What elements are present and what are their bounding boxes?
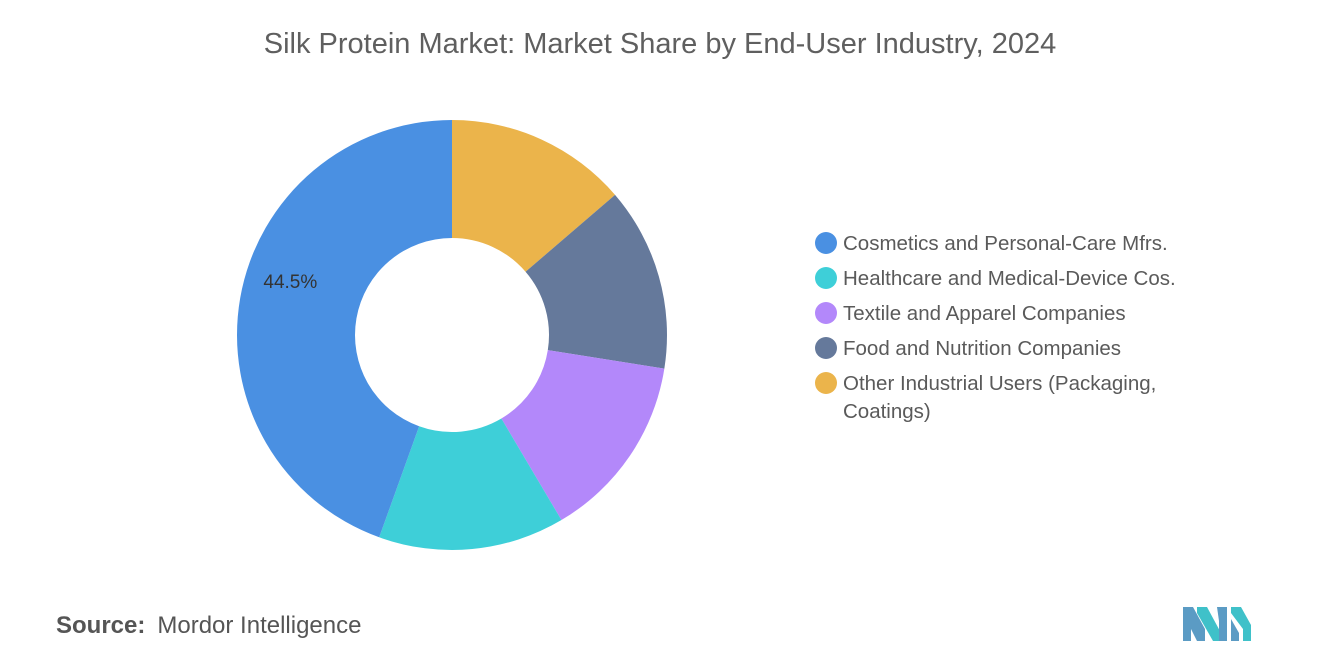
slice-food-and-nutrition-companies <box>525 194 667 369</box>
legend-swatch <box>815 232 837 254</box>
slice-other-industrial-users-packaging-coatings <box>452 120 616 272</box>
chart-title: Silk Protein Market: Market Share by End… <box>263 28 1057 60</box>
slice-textile-and-apparel-companies <box>501 350 665 521</box>
legend-label: Healthcare and Medical-Device Cos. <box>843 267 1176 290</box>
source-value: Mordor Intelligence <box>157 612 362 639</box>
legend-label: Food and Nutrition Companies <box>843 337 1122 360</box>
source-note: Source: Mordor Intelligence <box>56 612 361 640</box>
legend-swatch <box>815 267 837 289</box>
legend: Cosmetics and Personal-Care Mfrs. Healthc… <box>815 230 1255 433</box>
data-labels: 44.5% <box>263 272 317 293</box>
legend-label: Cosmetics and Personal-Care Mfrs. <box>843 232 1168 255</box>
legend-item: Other Industrial Users (Packaging, Coatin… <box>815 370 1255 426</box>
legend-label: Textile and Apparel Companies <box>843 302 1126 325</box>
slice-cosmetics-and-personal-care-mfrs <box>237 120 452 538</box>
legend-swatch <box>815 372 837 394</box>
legend-swatch <box>815 302 837 324</box>
data-label: 44.5% <box>263 272 317 293</box>
slice-healthcare-and-medical-device-cos <box>379 418 562 550</box>
mordor-intelligence-logo-icon <box>1183 607 1251 641</box>
source-label: Source: <box>56 612 146 639</box>
legend-item: Cosmetics and Personal-Care Mfrs. <box>815 230 1255 258</box>
legend-item: Textile and Apparel Companies <box>815 300 1255 328</box>
legend-item: Healthcare and Medical-Device Cos. <box>815 265 1255 293</box>
legend-swatch <box>815 337 837 359</box>
legend-label: Other Industrial Users (Packaging, Coatin… <box>843 372 1157 423</box>
donut-slices <box>237 120 667 550</box>
legend-item: Food and Nutrition Companies <box>815 335 1255 363</box>
